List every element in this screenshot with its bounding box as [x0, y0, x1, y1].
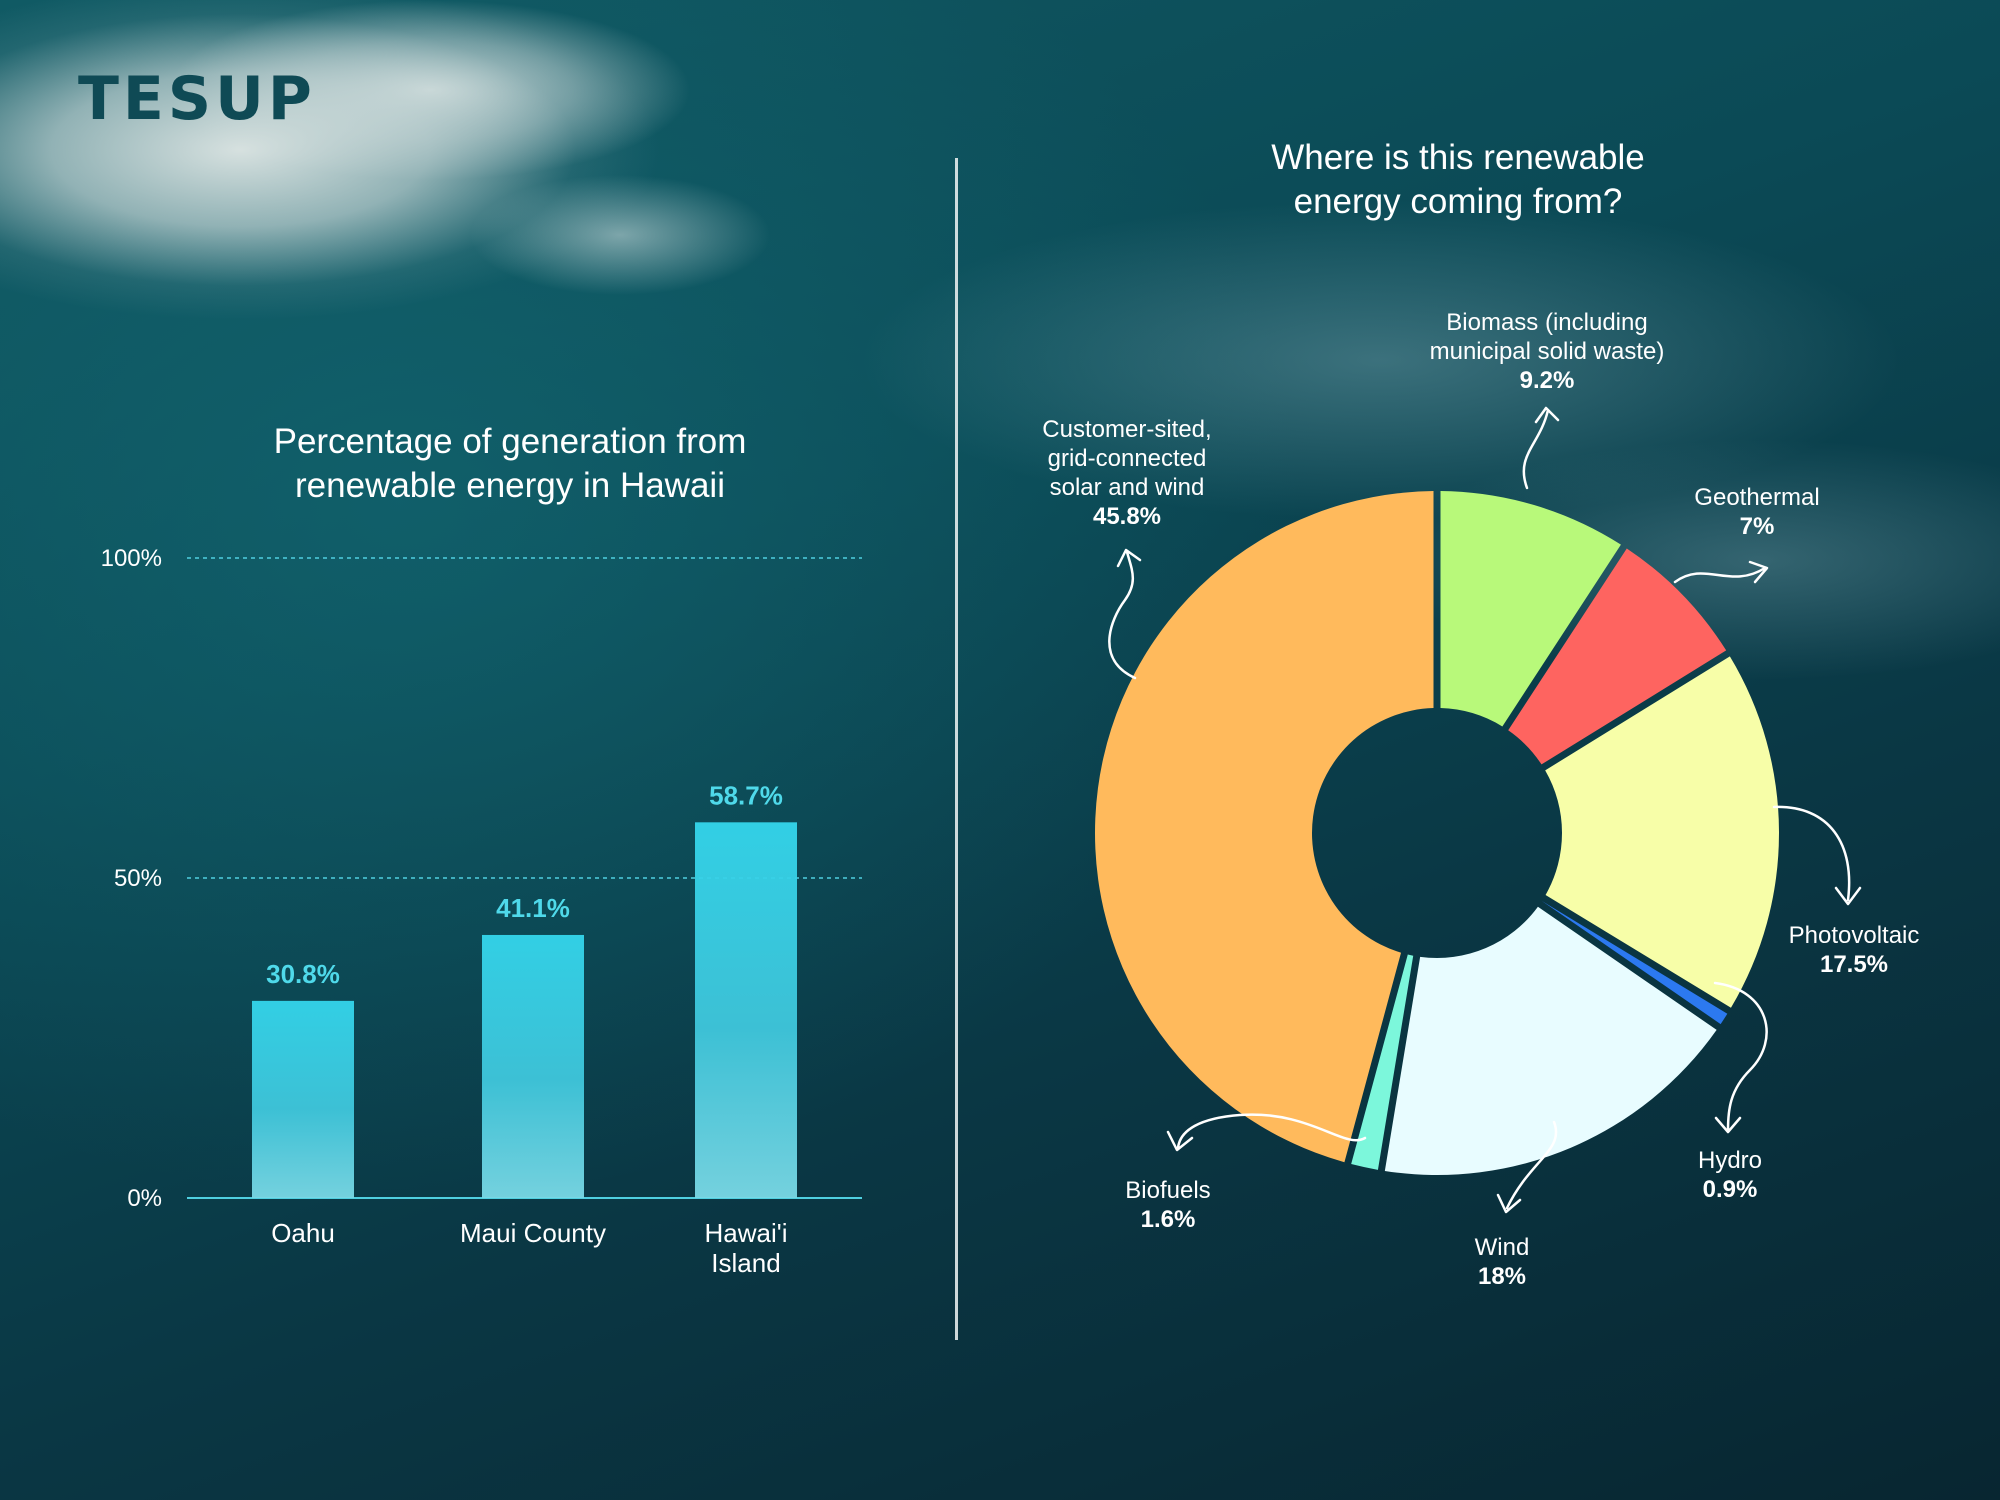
- slice-label: grid-connected: [1048, 445, 1207, 472]
- bar-chart-title: Percentage of generation from renewable …: [160, 420, 860, 508]
- slice-value-label: 1.6%: [1141, 1206, 1196, 1233]
- bar-value-label: 58.7%: [709, 780, 783, 810]
- photovoltaic-arrow: [1772, 805, 1862, 906]
- slice-value-label: 0.9%: [1703, 1176, 1758, 1203]
- bar: [482, 934, 584, 1198]
- donut-slice: [1440, 491, 1621, 727]
- donut-slice: [1094, 491, 1434, 1163]
- slice-label: Wind: [1475, 1234, 1530, 1261]
- panel-divider: [955, 158, 958, 1340]
- slice-label: Biofuels: [1125, 1177, 1210, 1204]
- donut-chart-title-line: Where is this renewable: [1271, 138, 1645, 177]
- category-label: Oahu: [271, 1218, 335, 1248]
- brand-logo: TESUP: [78, 64, 316, 134]
- bar-value-label: 30.8%: [266, 959, 340, 989]
- bar-chart-title-line: renewable energy in Hawaii: [295, 466, 725, 505]
- bar-chart-title-line: Percentage of generation from: [273, 422, 747, 461]
- slice-label: Customer-sited,: [1042, 416, 1211, 443]
- slice-label: municipal solid waste): [1430, 338, 1665, 365]
- category-label: Maui County: [460, 1218, 606, 1248]
- slice-label: Biomass (including: [1446, 309, 1647, 336]
- slice-value-label: 9.2%: [1520, 367, 1575, 394]
- slice-label: solar and wind: [1050, 474, 1205, 501]
- hydro-arrow: [1713, 981, 1768, 1134]
- y-tick-label: 50%: [114, 865, 162, 892]
- donut-slice: [1541, 900, 1728, 1025]
- category-label: Hawai'i: [705, 1218, 788, 1248]
- slice-value-label: 18%: [1478, 1263, 1526, 1290]
- slice-value-label: 7%: [1740, 513, 1775, 540]
- bar: [252, 1000, 354, 1198]
- donut-slice: [1545, 656, 1780, 1008]
- biomass-arrow: [1522, 406, 1560, 490]
- slice-label: Hydro: [1698, 1147, 1762, 1174]
- bar: [695, 822, 797, 1198]
- slice-value-label: 45.8%: [1093, 503, 1161, 530]
- customer-sited-arrow: [1108, 548, 1142, 680]
- wind-arrow: [1496, 1120, 1558, 1214]
- bar-value-label: 41.1%: [496, 893, 570, 923]
- slice-value-label: 17.5%: [1820, 951, 1888, 978]
- donut-slice: [1508, 548, 1727, 765]
- biofuels-arrow: [1166, 1113, 1367, 1152]
- y-tick-label: 100%: [101, 545, 162, 572]
- category-label: Island: [711, 1248, 780, 1278]
- donut-chart-title: Where is this renewable energy coming fr…: [1158, 136, 1758, 224]
- y-tick-label: 0%: [127, 1185, 162, 1212]
- donut-slice: [1384, 906, 1717, 1175]
- geothermal-arrow: [1673, 560, 1769, 584]
- slice-label: Photovoltaic: [1789, 922, 1920, 949]
- donut-slice: [1351, 954, 1414, 1170]
- donut-chart-title-line: energy coming from?: [1293, 182, 1623, 221]
- slice-label: Geothermal: [1694, 484, 1819, 511]
